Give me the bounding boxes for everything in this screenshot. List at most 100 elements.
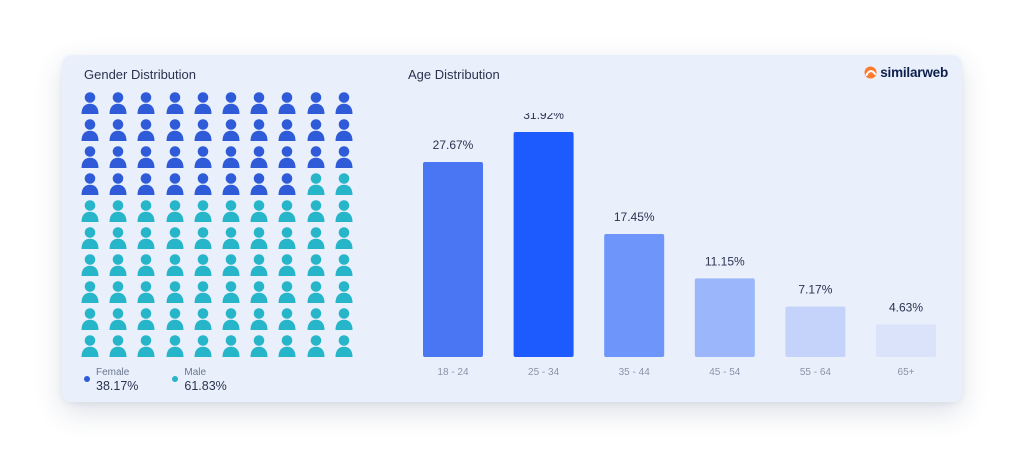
female-person-icon xyxy=(249,172,269,196)
legend-item-female: Female 38.17% xyxy=(84,367,138,394)
male-person-icon xyxy=(80,226,100,250)
bar-value-label: 7.17% xyxy=(798,282,832,296)
male-person-icon xyxy=(165,307,185,331)
male-person-icon xyxy=(193,307,213,331)
female-person-icon xyxy=(277,118,297,142)
female-person-icon xyxy=(108,145,128,169)
female-person-icon xyxy=(80,172,100,196)
male-person-icon xyxy=(221,253,241,277)
male-person-icon xyxy=(136,253,156,277)
x-tick-label: 35 - 44 xyxy=(619,367,651,378)
male-person-icon xyxy=(136,199,156,223)
male-person-icon xyxy=(108,253,128,277)
female-person-icon xyxy=(221,145,241,169)
female-person-icon xyxy=(249,145,269,169)
male-person-icon xyxy=(221,199,241,223)
age-bar-chart: 27.67% 18 - 24 31.92% 25 - 34 17.45% 35 - 44 1… xyxy=(423,113,936,378)
gender-legend: Female 38.17% Male 61.83% xyxy=(84,367,261,394)
male-person-icon xyxy=(334,172,354,196)
male-legend-label: Male xyxy=(184,367,207,378)
female-person-icon xyxy=(306,118,326,142)
female-person-icon xyxy=(249,91,269,115)
male-person-icon xyxy=(136,226,156,250)
male-person-icon xyxy=(165,280,185,304)
bar-value-label: 17.45% xyxy=(614,210,655,224)
x-tick-label: 65+ xyxy=(898,367,915,378)
bar-value-label: 27.67% xyxy=(433,138,474,152)
male-person-icon xyxy=(277,334,297,358)
age-bar xyxy=(423,161,483,357)
x-tick-label: 18 - 24 xyxy=(437,367,469,378)
male-person-icon xyxy=(165,334,185,358)
male-legend-dot xyxy=(172,376,179,382)
male-legend-value: 61.83% xyxy=(184,379,227,393)
male-person-icon xyxy=(306,334,326,358)
female-person-icon xyxy=(277,145,297,169)
female-person-icon xyxy=(80,145,100,169)
male-person-icon xyxy=(306,199,326,223)
male-person-icon xyxy=(193,226,213,250)
male-person-icon xyxy=(221,280,241,304)
female-person-icon xyxy=(277,172,297,196)
male-person-icon xyxy=(80,199,100,223)
male-person-icon xyxy=(334,199,354,223)
female-person-icon xyxy=(136,145,156,169)
x-tick-label: 55 - 64 xyxy=(800,367,832,378)
male-person-icon xyxy=(165,253,185,277)
age-bar xyxy=(694,278,755,357)
male-person-icon xyxy=(306,253,326,277)
x-tick-label: 45 - 54 xyxy=(709,367,741,378)
female-person-icon xyxy=(165,118,185,142)
male-person-icon xyxy=(108,226,128,250)
male-person-icon xyxy=(249,226,269,250)
male-person-icon xyxy=(108,199,128,223)
male-person-icon xyxy=(277,199,297,223)
age-distribution-title: Age Distribution xyxy=(408,67,500,82)
male-person-icon xyxy=(334,334,354,358)
male-person-icon xyxy=(334,226,354,250)
gender-pictogram xyxy=(80,91,370,361)
age-bar xyxy=(604,233,665,357)
bar-value-label: 11.15% xyxy=(705,254,745,268)
female-person-icon xyxy=(221,91,241,115)
gender-distribution-title: Gender Distribution xyxy=(84,67,196,82)
similarweb-logo-icon xyxy=(864,66,877,79)
male-person-icon xyxy=(165,226,185,250)
male-person-icon xyxy=(306,172,326,196)
female-person-icon xyxy=(136,91,156,115)
male-person-icon xyxy=(334,280,354,304)
male-person-icon xyxy=(80,307,100,331)
male-person-icon xyxy=(108,307,128,331)
male-person-icon xyxy=(80,253,100,277)
female-person-icon xyxy=(136,118,156,142)
male-person-icon xyxy=(334,307,354,331)
female-person-icon xyxy=(80,118,100,142)
female-person-icon xyxy=(108,118,128,142)
female-person-icon xyxy=(165,91,185,115)
female-person-icon xyxy=(221,172,241,196)
male-person-icon xyxy=(277,280,297,304)
bar-value-label: 31.92% xyxy=(523,113,564,122)
female-person-icon xyxy=(193,91,213,115)
male-person-icon xyxy=(249,334,269,358)
bar-value-label: 4.63% xyxy=(889,300,923,314)
age-bar xyxy=(513,132,574,357)
male-person-icon xyxy=(277,226,297,250)
female-person-icon xyxy=(165,145,185,169)
male-person-icon xyxy=(306,307,326,331)
female-person-icon xyxy=(277,91,297,115)
male-person-icon xyxy=(165,199,185,223)
male-person-icon xyxy=(80,280,100,304)
age-bar xyxy=(785,306,846,357)
male-person-icon xyxy=(193,199,213,223)
male-person-icon xyxy=(136,307,156,331)
male-person-icon xyxy=(249,253,269,277)
female-person-icon xyxy=(334,118,354,142)
male-person-icon xyxy=(249,199,269,223)
female-person-icon xyxy=(221,118,241,142)
x-tick-label: 25 - 34 xyxy=(528,367,560,378)
female-person-icon xyxy=(108,172,128,196)
female-person-icon xyxy=(193,172,213,196)
female-person-icon xyxy=(80,91,100,115)
female-legend-dot xyxy=(84,376,90,382)
